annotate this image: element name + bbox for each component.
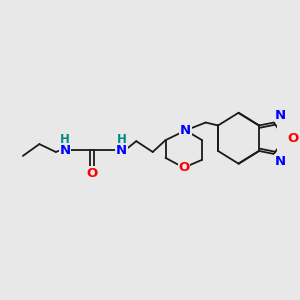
Text: N: N (116, 143, 127, 157)
Text: O: O (87, 167, 98, 180)
Text: N: N (180, 124, 191, 137)
Text: N: N (275, 155, 286, 168)
Text: N: N (59, 143, 70, 157)
Text: H: H (117, 133, 127, 146)
Text: H: H (60, 133, 70, 146)
Text: N: N (275, 109, 286, 122)
Text: O: O (288, 132, 299, 145)
Text: O: O (178, 161, 189, 174)
